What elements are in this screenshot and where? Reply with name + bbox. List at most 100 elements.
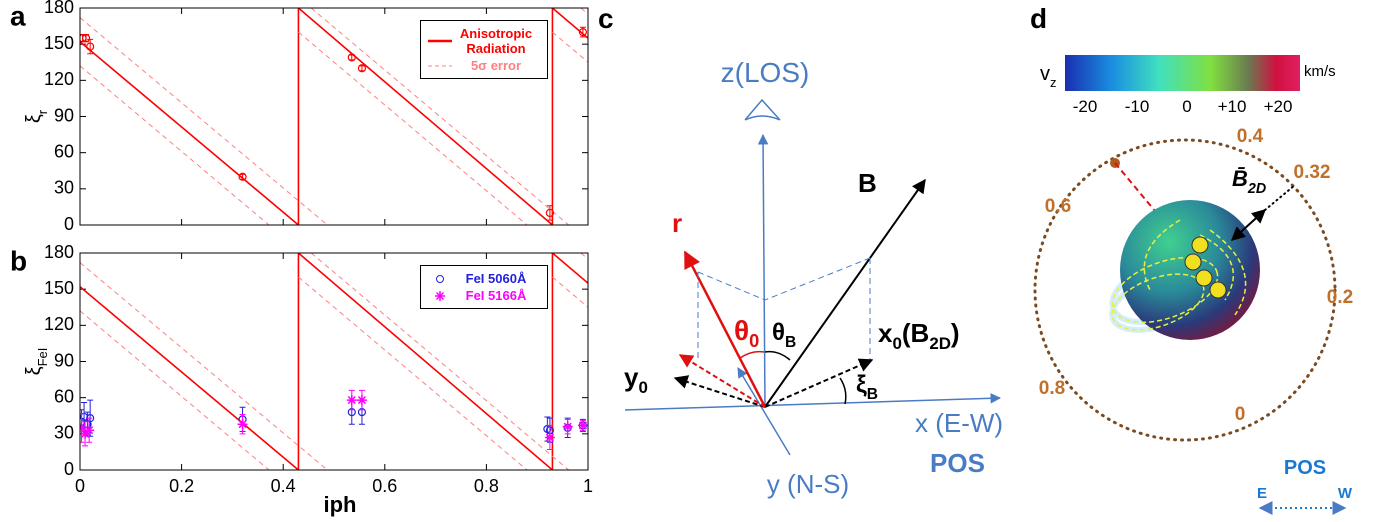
b-vector — [764, 178, 926, 408]
east-label-part: E — [1257, 485, 1267, 502]
x-tick-label: 0.8 — [474, 476, 499, 496]
y-tick-label: 150 — [44, 278, 74, 298]
diagram-label: ξB — [856, 371, 878, 403]
diagram-label: θ0 — [734, 315, 759, 351]
diagram-label: y (N-S) — [767, 469, 849, 499]
marker — [578, 28, 588, 37]
y-tick-label: 120 — [44, 69, 74, 89]
marker — [347, 53, 356, 62]
legend-mark — [435, 290, 445, 301]
legend-entry: FeI 5060Å — [427, 271, 541, 286]
legend: FeI 5060Å FeI 5166Å — [420, 265, 548, 309]
panel-label: a — [10, 0, 26, 31]
marker — [346, 395, 357, 406]
marker — [237, 419, 248, 430]
y-tick-label: 60 — [54, 386, 74, 406]
xiB-arc — [839, 377, 847, 405]
field-loops — [1111, 219, 1247, 331]
y-tick-label: 30 — [54, 178, 74, 198]
colorbar-tick: -10 — [1125, 97, 1150, 116]
y-tick-label: 90 — [54, 105, 74, 125]
legend-label: Anisotropic Radiation — [459, 26, 533, 56]
colorbar-tick: -20 — [1073, 97, 1098, 116]
panel-label: c — [598, 3, 614, 34]
error-bar — [358, 65, 365, 72]
panel-label: d — [1030, 3, 1047, 34]
x-tick-label: 0 — [75, 476, 85, 496]
r-vector — [683, 250, 767, 408]
y-axis-label: ξr — [23, 109, 50, 123]
legend-label: 5σ error — [470, 58, 522, 73]
y-tick-label: 180 — [44, 242, 74, 262]
line — [80, 8, 588, 225]
marker — [80, 422, 87, 433]
marker — [562, 421, 573, 432]
east-label: E — [1257, 485, 1267, 502]
marker — [238, 172, 247, 181]
diagram-label-part: z(LOS) — [721, 57, 810, 88]
legend-entry: FeI 5166Å — [427, 288, 541, 303]
phase-label: 0.6 — [1045, 196, 1071, 217]
legend-swatch — [428, 65, 452, 66]
b2d-dots — [1264, 184, 1296, 211]
theta0-arc — [739, 350, 765, 359]
y-axis-label-part: ξ — [23, 366, 45, 375]
y-tick-label: 150 — [44, 33, 74, 53]
phase-label: 0.4 — [1237, 126, 1264, 147]
diagram-label-part: 0 — [638, 378, 647, 397]
pos-label: POS — [1284, 457, 1326, 479]
marker — [86, 42, 95, 51]
y-axis-label-part: ξ — [23, 114, 45, 123]
r-projection — [678, 354, 766, 408]
plot-area — [80, 253, 588, 470]
diagram-label: x0(B2D) — [878, 318, 960, 353]
x0-vector — [764, 358, 874, 408]
y-tick-label: 60 — [54, 141, 74, 161]
phase-label: 0.32 — [1294, 162, 1331, 183]
y-tick-label: 90 — [54, 350, 74, 370]
diagram-label-part: B — [867, 386, 878, 403]
colorbar-unit-part: km/s — [1304, 63, 1336, 80]
marker — [577, 420, 588, 431]
legend-label: FeI 5166Å — [465, 288, 527, 303]
marker — [81, 34, 91, 43]
diagram-label-part: y — [624, 362, 639, 392]
y-axis-label-part: r — [35, 109, 50, 114]
colorbar-tick: +10 — [1218, 97, 1247, 116]
diagram-label-part: θ — [734, 315, 749, 346]
b2d-arrow — [1230, 209, 1267, 241]
legend-label: FeI 5060Å — [465, 271, 527, 286]
diagram-label-part: x — [878, 318, 893, 348]
colorbar-label: vz — [1040, 63, 1057, 90]
x-tick-label: 0.2 — [169, 476, 194, 496]
y-tick-label: 0 — [64, 214, 74, 234]
diagram-label: r — [672, 208, 682, 238]
x-tick-label: 0.6 — [372, 476, 397, 496]
legend-entry: 5σ error — [427, 58, 541, 73]
y-axis-label-part: FeI — [35, 348, 50, 367]
marker — [356, 395, 367, 406]
marker — [80, 428, 91, 439]
projection — [697, 257, 871, 362]
diagram-label-part: 0 — [749, 331, 759, 351]
diagram-label-part: θ — [772, 319, 785, 346]
diagram-label: z(LOS) — [721, 57, 810, 88]
diagram-label-part: r — [672, 208, 682, 238]
star — [1120, 200, 1260, 340]
colorbar-tick: 0 — [1182, 97, 1191, 116]
b2d-label: B̄2D — [1232, 166, 1266, 197]
planet-line — [1114, 162, 1176, 236]
legend: Anisotropic Radiation 5σ error — [420, 20, 548, 79]
phase-label: 0.8 — [1039, 378, 1065, 399]
diagram-label-part: POS — [930, 448, 985, 478]
y-tick-label: 120 — [44, 314, 74, 334]
eye — [744, 98, 781, 121]
colorbar-label-part: z — [1050, 75, 1057, 90]
phase-label: 0.2 — [1327, 287, 1353, 308]
diagram-label-part: 2D — [929, 334, 951, 353]
panel-d-diagram — [1033, 55, 1347, 515]
line — [80, 253, 588, 470]
west-label-part: W — [1338, 485, 1353, 502]
plot-area — [80, 8, 588, 225]
